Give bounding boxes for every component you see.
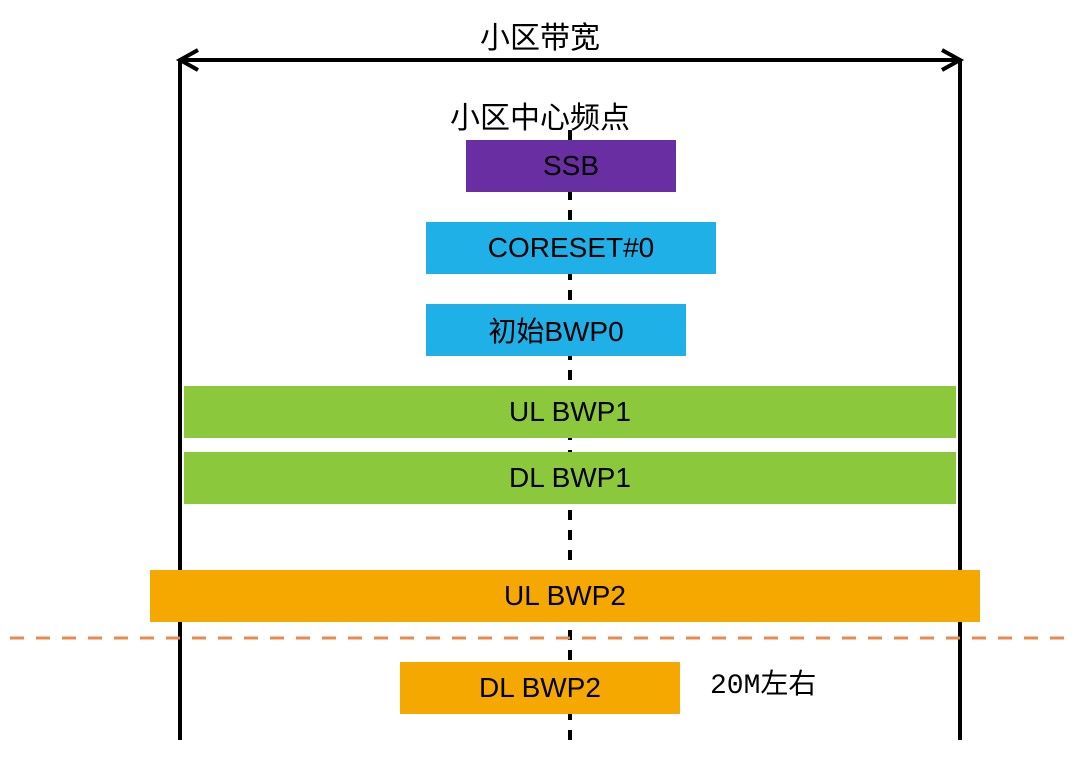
bar-ul-bwp2-label: UL BWP2 bbox=[504, 580, 626, 612]
bar-dl-bwp1-label: DL BWP1 bbox=[509, 462, 631, 494]
bar-coreset0-label: CORESET#0 bbox=[488, 232, 655, 264]
bar-ul-bwp1-label: UL BWP1 bbox=[509, 396, 631, 428]
title-bandwidth: 小区带宽 bbox=[0, 13, 1080, 57]
bar-dl-bwp1: DL BWP1 bbox=[184, 452, 956, 504]
bar-ul-bwp2: UL BWP2 bbox=[150, 570, 980, 622]
bar-ssb: SSB bbox=[466, 140, 676, 192]
bar-dl-bwp2: DL BWP2 bbox=[400, 662, 680, 714]
bwp-diagram: 小区带宽 小区中心频点 SSB CORESET#0 初始BWP0 UL BWP1… bbox=[0, 0, 1080, 781]
title-center-freq: 小区中心频点 bbox=[0, 93, 1080, 137]
bar-init-bwp0-label: 初始BWP0 bbox=[488, 310, 623, 350]
annotation-20m: 20M左右 bbox=[710, 662, 816, 702]
bar-dl-bwp2-label: DL BWP2 bbox=[479, 672, 601, 704]
bar-coreset0: CORESET#0 bbox=[426, 222, 716, 274]
bar-ssb-label: SSB bbox=[543, 150, 599, 182]
bar-init-bwp0: 初始BWP0 bbox=[426, 304, 686, 356]
bar-ul-bwp1: UL BWP1 bbox=[184, 386, 956, 438]
